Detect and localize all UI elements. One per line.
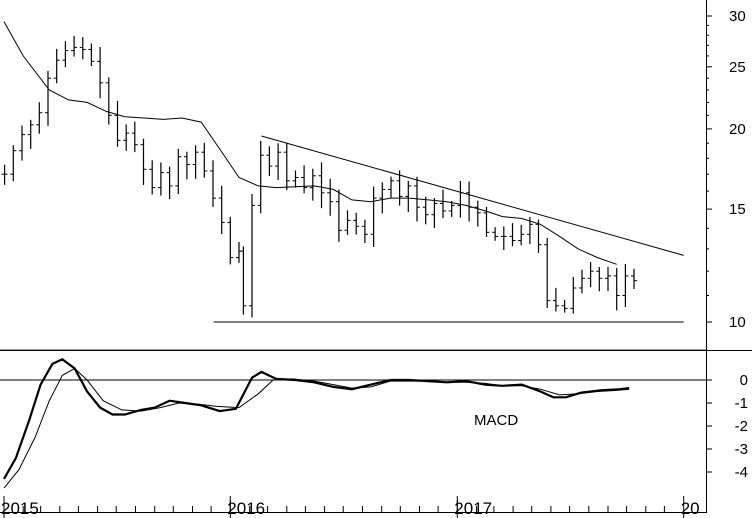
price-bar <box>309 168 316 201</box>
price-bar <box>53 48 60 84</box>
price-bar <box>631 268 637 289</box>
macd-tick-label: -3 <box>735 441 748 458</box>
price-bar <box>175 148 182 195</box>
price-bar <box>10 145 17 182</box>
price-bars <box>1 36 637 318</box>
price-bar <box>396 170 403 206</box>
price-bar <box>552 287 559 312</box>
year-label: 2016 <box>227 499 265 518</box>
price-axis: 10 15 20 25 30 <box>706 8 746 331</box>
price-tick-label: 25 <box>729 59 746 76</box>
price-bar <box>79 37 86 60</box>
price-bar <box>249 193 255 318</box>
price-bar <box>210 160 216 207</box>
price-bar <box>448 201 455 217</box>
price-bar <box>457 181 464 218</box>
macd-tick-label: -4 <box>735 464 748 481</box>
price-bar <box>123 124 130 151</box>
price-bar <box>88 43 95 66</box>
price-bar <box>535 219 542 253</box>
price-bar <box>240 246 247 315</box>
price-bar <box>483 206 490 237</box>
year-label: 2015 <box>1 499 39 518</box>
macd-tick-label: -2 <box>735 418 748 435</box>
macd-tick-label: -1 <box>735 395 748 412</box>
price-bar <box>587 261 594 288</box>
price-bar <box>105 77 112 125</box>
price-bar <box>596 267 603 292</box>
price-bar <box>318 162 325 209</box>
price-bar <box>353 212 360 235</box>
price-bar <box>218 185 225 235</box>
price-bar <box>500 226 507 251</box>
macd-label: MACD <box>474 412 518 429</box>
price-bar <box>157 162 164 196</box>
price-tick-label: 10 <box>729 314 746 331</box>
price-bar <box>97 47 104 99</box>
year-label: 2017 <box>454 499 492 518</box>
price-bar <box>71 36 78 57</box>
price-bar <box>361 219 368 243</box>
price-bar <box>1 164 8 185</box>
price-bar <box>192 145 199 179</box>
price-bar <box>414 176 420 222</box>
price-bar <box>335 189 342 242</box>
price-bar <box>327 178 334 216</box>
price-bar <box>561 299 568 313</box>
price-bar <box>36 102 43 134</box>
price-bar <box>605 266 611 291</box>
price-bar <box>388 176 394 198</box>
price-bar <box>266 146 273 176</box>
macd-lines <box>0 349 706 489</box>
signal-line <box>3 367 630 489</box>
price-bar <box>379 182 386 214</box>
price-bar <box>570 277 577 314</box>
price-bar <box>275 143 282 180</box>
price-bar <box>622 264 629 307</box>
price-bar <box>19 125 25 161</box>
time-axis: 2015 2016 2017 20 <box>1 496 700 518</box>
price-bar <box>283 143 290 191</box>
price-bar <box>544 238 551 309</box>
price-bar <box>579 269 585 294</box>
price-tick-label: 15 <box>729 201 746 218</box>
price-bar <box>405 180 412 212</box>
price-tick-label: 30 <box>729 8 746 25</box>
price-bar <box>166 166 173 199</box>
price-bar <box>492 227 499 241</box>
price-bar <box>140 138 147 185</box>
price-bar <box>114 100 121 147</box>
price-bar <box>518 224 525 246</box>
price-tick-label: 20 <box>729 121 746 138</box>
price-bar <box>526 217 533 245</box>
price-bar <box>440 189 446 219</box>
price-bar <box>201 142 208 178</box>
price-bar <box>474 200 481 227</box>
price-bar <box>422 196 429 225</box>
price-bar <box>183 151 190 180</box>
trendline-1 <box>261 135 684 256</box>
price-bar <box>509 223 516 247</box>
price-bar <box>45 70 51 126</box>
macd-tick-label: 0 <box>740 372 748 389</box>
price-bar <box>292 170 299 188</box>
price-bar <box>257 140 264 214</box>
year-label: 20 <box>681 499 700 518</box>
price-bar <box>301 165 308 194</box>
macd-axis: 0 -1 -2 -3 -4 <box>706 372 748 481</box>
price-trendlines <box>213 135 684 323</box>
price-bar <box>613 268 620 311</box>
price-bar <box>27 119 34 149</box>
price-bar <box>431 198 438 228</box>
price-bar <box>227 216 234 265</box>
price-bar <box>466 181 473 222</box>
price-bar <box>62 41 69 68</box>
price-bar <box>370 186 377 247</box>
price-bar <box>131 121 138 153</box>
price-bar <box>149 160 156 195</box>
price-bar <box>344 210 351 235</box>
